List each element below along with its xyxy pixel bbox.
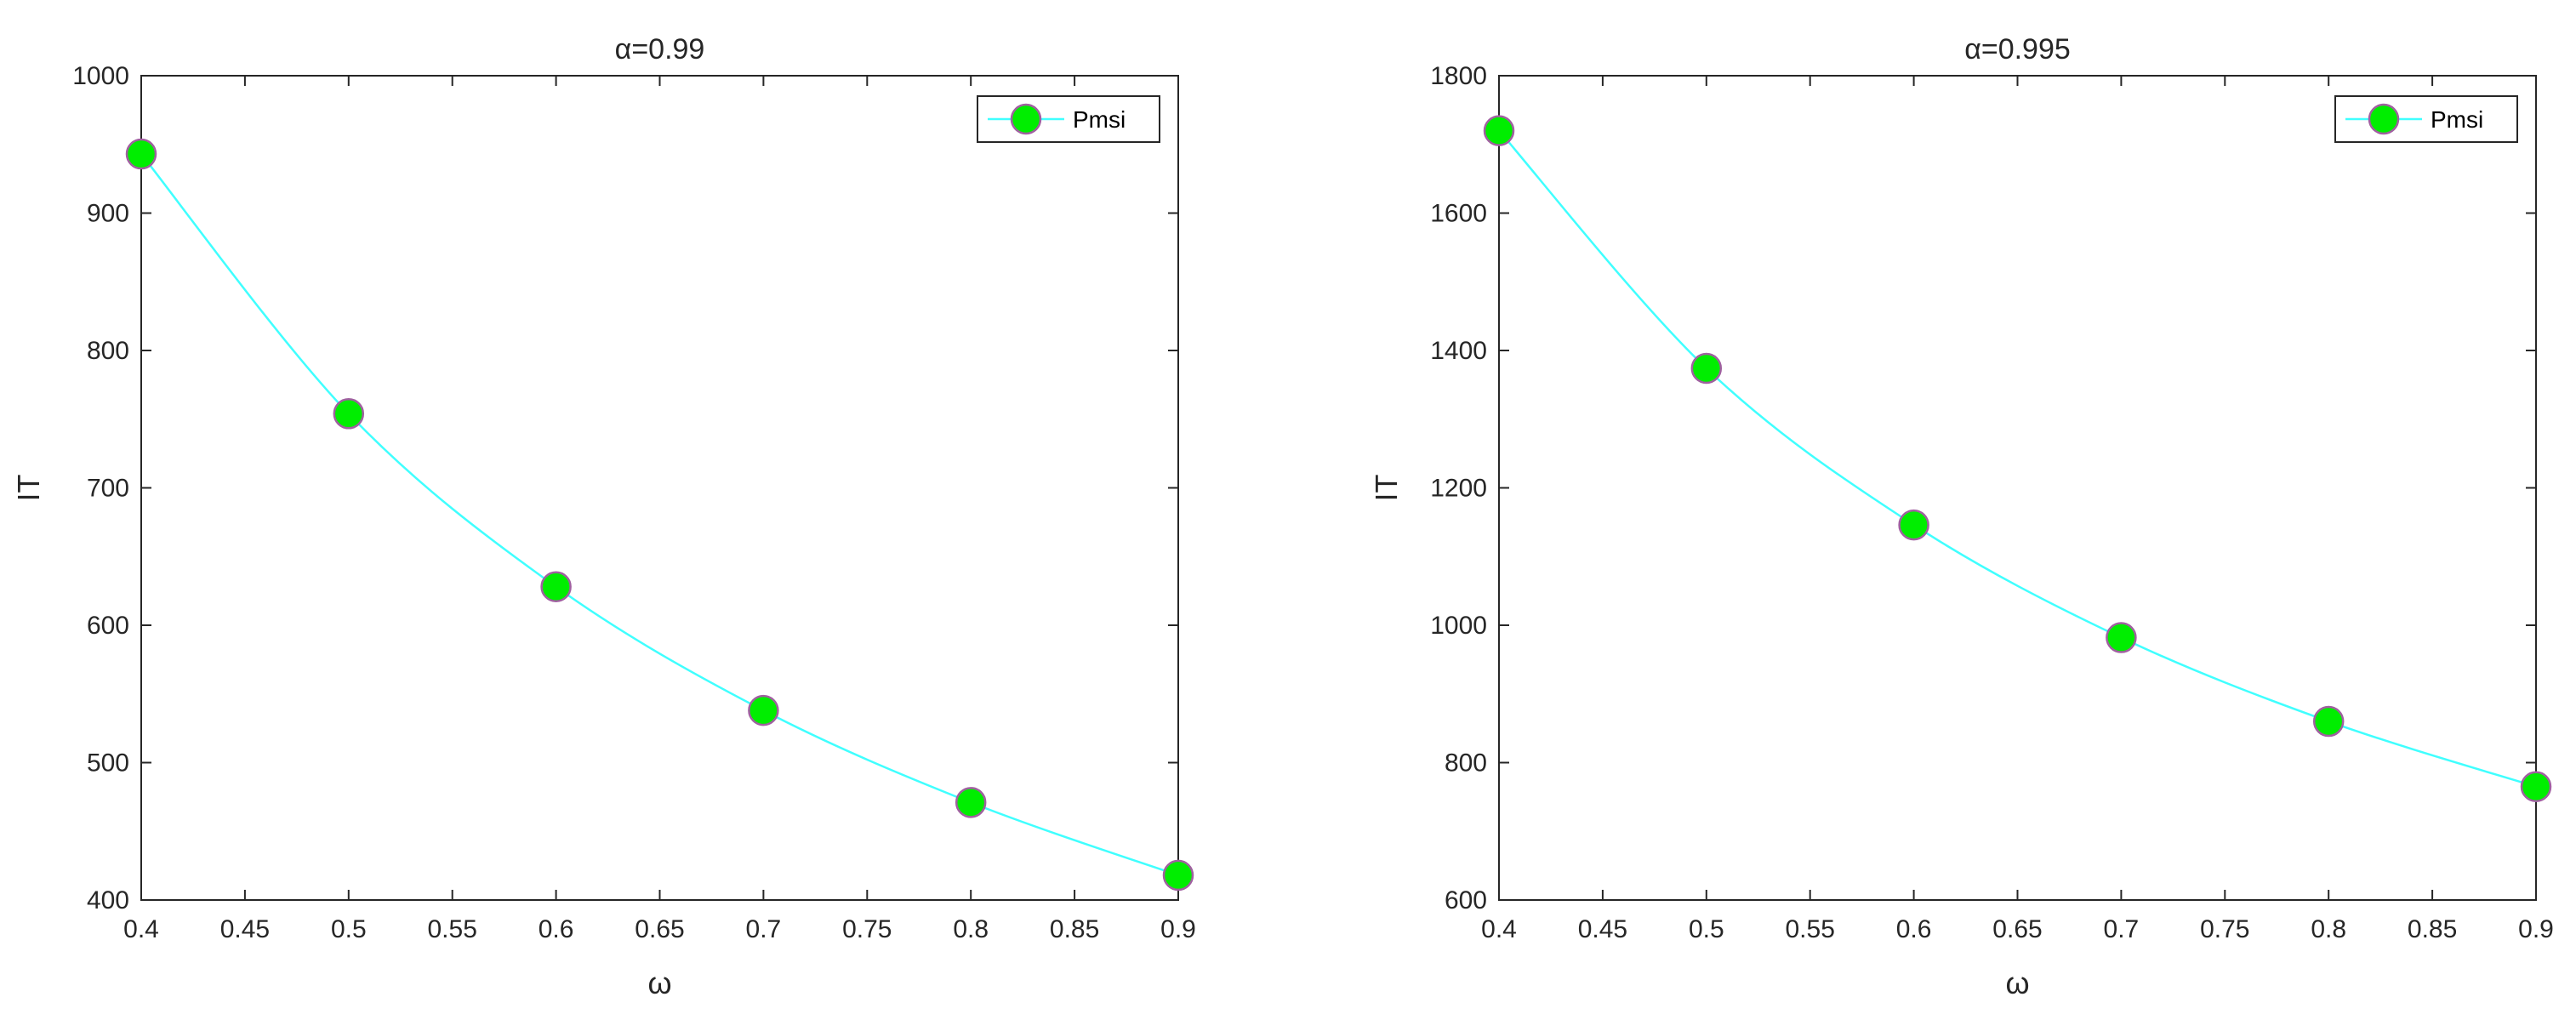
y-tick-label: 1000 [72,62,129,90]
x-axis-label: ω [2005,966,2029,1000]
x-tick-label: 0.75 [2200,915,2249,943]
legend-label: Pmsi [2431,106,2483,133]
x-tick-label: 0.5 [331,915,367,943]
x-tick-label: 0.45 [1578,915,1627,943]
data-point [2312,705,2345,738]
data-point [125,138,157,170]
data-point [955,787,987,818]
axes-frame [140,75,1179,901]
chart-title: α=0.995 [1964,33,2071,66]
x-tick-label: 0.55 [1786,915,1835,943]
x-tick-label: 0.6 [539,915,574,943]
x-tick-label: 0.85 [1050,915,1099,943]
x-tick-label: 0.55 [428,915,477,943]
legend: Pmsi [977,95,1160,143]
y-tick-label: 500 [87,749,129,778]
x-tick-label: 0.7 [746,915,782,943]
data-point [1898,509,1929,541]
y-tick-label: 800 [87,337,129,365]
x-tick-label: 0.9 [1160,915,1196,943]
y-tick-label: 1200 [1430,475,1487,503]
data-point [1162,859,1194,892]
x-tick-label: 0.8 [953,915,989,943]
x-tick-label: 0.5 [1689,915,1724,943]
data-point [333,398,365,430]
x-tick-label: 0.7 [2104,915,2140,943]
x-tick-label: 0.9 [2518,915,2554,943]
y-tick-label: 600 [87,612,129,640]
y-tick-label: 700 [87,475,129,503]
x-tick-label: 0.65 [635,915,684,943]
y-tick-label: 400 [87,886,129,914]
data-point [1483,115,1515,146]
chart-title: α=0.99 [615,33,705,66]
chart-left: 0.4 0.45 0.5 0.55 0.6 0.65 0.7 0.75 0.8 0.85 0.9 40… [11,33,1196,1000]
y-tick-label: 900 [87,200,129,228]
legend: Pmsi [2334,95,2518,143]
x-tick-label: 0.45 [220,915,270,943]
x-tick-label: 0.75 [842,915,892,943]
x-tick-label: 0.85 [2408,915,2457,943]
x-tick-label: 0.4 [123,915,159,943]
data-point [540,571,572,603]
series-line [140,153,1179,877]
data-point [1690,352,1723,385]
data-point [2520,771,2552,803]
legend-label: Pmsi [1073,106,1126,133]
axes-frame [1498,75,2537,901]
y-tick-label: 1600 [1430,200,1487,228]
y-tick-label: 1000 [1430,612,1487,640]
x-tick-label: 0.6 [1896,915,1932,943]
y-tick-label: 600 [1445,886,1487,914]
legend-marker-icon [1010,103,1042,135]
data-point [748,694,779,726]
y-axis-label: IT [11,474,46,501]
x-tick-label: 0.65 [1992,915,2042,943]
x-tick-label: 0.4 [1481,915,1517,943]
chart-right: 0.4 0.45 0.5 0.55 0.6 0.65 0.7 0.75 0.8 0.85 0.9 60… [1369,33,2554,1000]
y-tick-label: 1400 [1430,337,1487,365]
x-axis-label: ω [647,966,671,1000]
y-tick-label: 800 [1445,749,1487,778]
y-axis-label: IT [1369,474,1404,501]
legend-marker-icon [2368,103,2400,135]
y-tick-label: 1800 [1430,62,1487,90]
data-point [2106,622,2137,653]
x-tick-label: 0.8 [2311,915,2346,943]
